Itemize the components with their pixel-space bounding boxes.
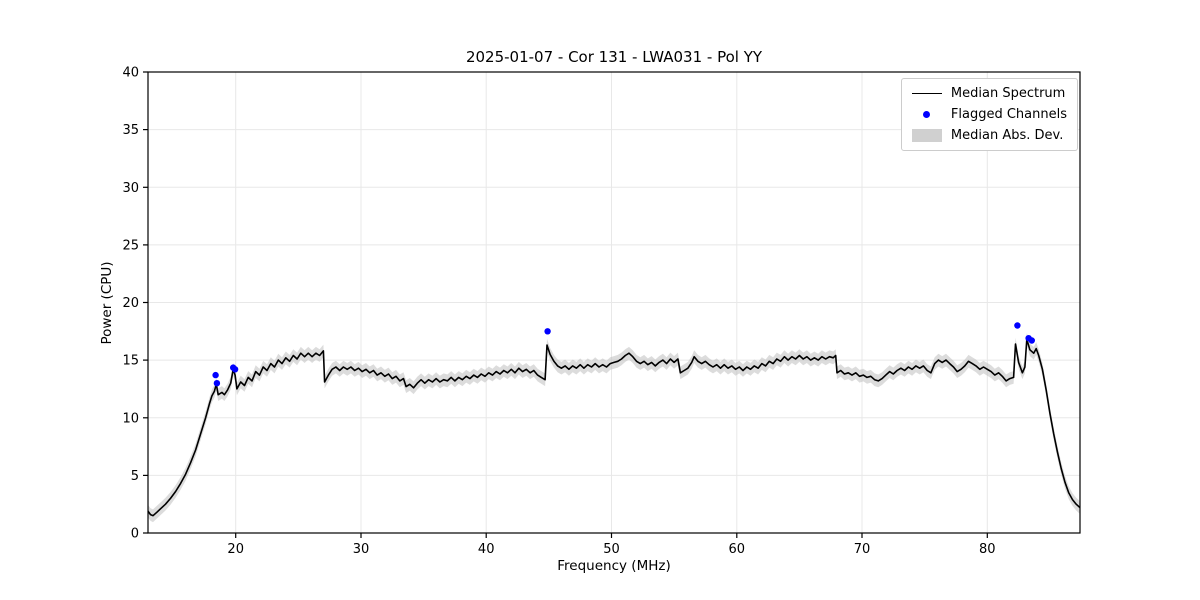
svg-text:70: 70 — [854, 542, 871, 557]
svg-text:15: 15 — [122, 354, 139, 369]
svg-text:35: 35 — [122, 123, 139, 138]
svg-text:25: 25 — [122, 238, 139, 253]
chart-title: 2025-01-07 - Cor 131 - LWA031 - Pol YY — [465, 48, 763, 66]
legend-label: Median Spectrum — [950, 86, 1066, 101]
svg-text:50: 50 — [603, 542, 620, 557]
svg-text:30: 30 — [122, 181, 139, 196]
svg-text:20: 20 — [122, 296, 139, 311]
flagged-channels-dot-icon — [912, 108, 942, 122]
legend: Median Spectrum Flagged Channels Median … — [900, 78, 1078, 151]
svg-text:5: 5 — [131, 469, 139, 484]
svg-text:40: 40 — [122, 66, 139, 81]
svg-text:80: 80 — [979, 542, 996, 557]
svg-text:0: 0 — [131, 527, 139, 542]
svg-text:10: 10 — [122, 411, 139, 426]
y-axis-label: Power (CPU) — [99, 261, 115, 345]
legend-item-median-spectrum: Median Spectrum — [911, 86, 1067, 101]
svg-text:20: 20 — [227, 542, 244, 557]
legend-label: Median Abs. Dev. — [950, 128, 1064, 143]
legend-item-median-abs-dev: Median Abs. Dev. — [911, 128, 1067, 143]
x-axis-label: Frequency (MHz) — [557, 558, 671, 574]
svg-text:60: 60 — [729, 542, 746, 557]
legend-item-flagged-channels: Flagged Channels — [912, 107, 1067, 122]
mad-band-swatch-icon — [911, 129, 942, 142]
svg-text:40: 40 — [478, 542, 495, 557]
median-spectrum-line-icon — [911, 87, 942, 101]
svg-text:30: 30 — [353, 542, 370, 557]
legend-label: Flagged Channels — [950, 107, 1067, 122]
